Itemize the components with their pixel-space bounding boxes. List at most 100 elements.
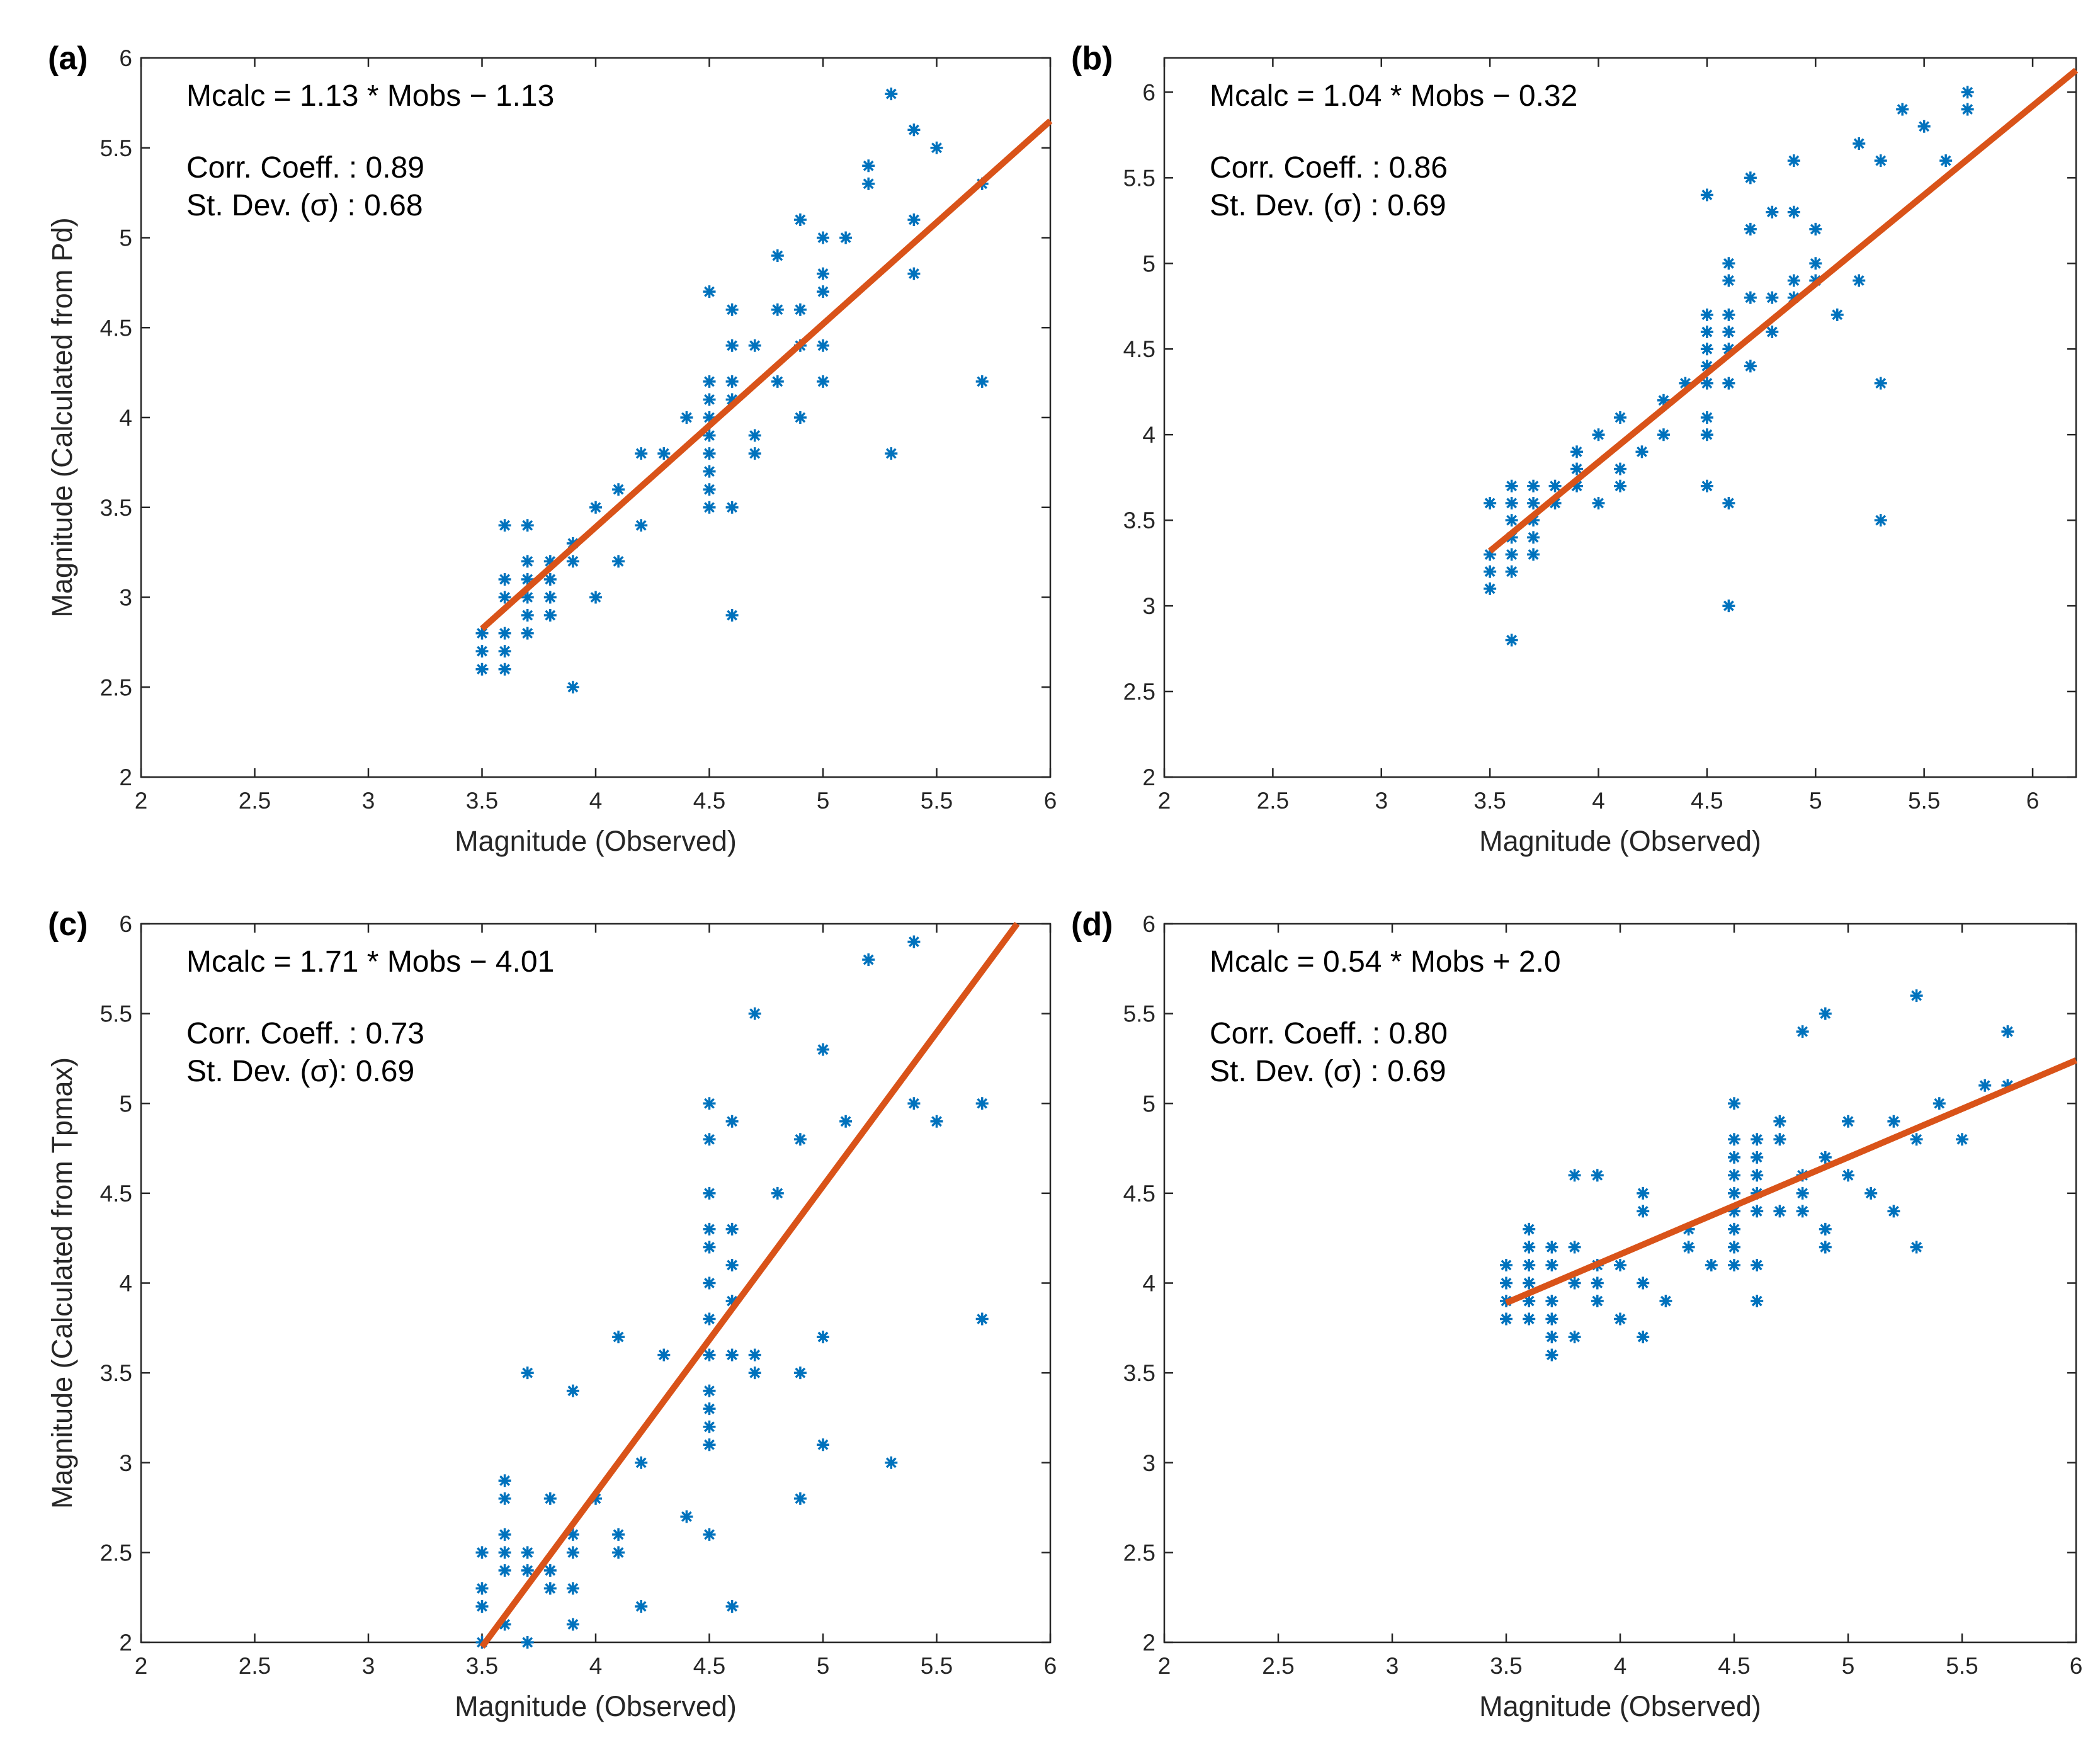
data-point: [1796, 1205, 1809, 1218]
data-point: [703, 393, 716, 406]
data-point: [1939, 154, 1953, 168]
x-tick-label: 3: [1375, 788, 1388, 814]
x-tick-label: 4.5: [693, 1653, 725, 1679]
data-point: [1659, 1295, 1672, 1308]
data-point: [817, 1438, 829, 1452]
data-point: [1728, 1133, 1740, 1146]
data-point: [680, 411, 693, 424]
data-point: [589, 1492, 602, 1505]
data-point: [703, 1402, 716, 1416]
data-point: [1568, 1276, 1581, 1290]
data-point: [521, 591, 534, 604]
data-point: [771, 249, 784, 263]
data-point: [1722, 274, 1735, 287]
data-point: [1722, 257, 1735, 270]
data-point: [1728, 1186, 1740, 1200]
data-point: [566, 1384, 579, 1397]
x-tick-label: 2.5: [1262, 1653, 1294, 1679]
st-dev-text: St. Dev. (σ) : 0.68: [186, 189, 423, 222]
data-point: [680, 1510, 693, 1523]
data-point: [839, 1115, 853, 1128]
data-point: [1700, 308, 1713, 321]
data-point: [1523, 1258, 1536, 1271]
data-point: [1864, 1186, 1878, 1200]
data-point: [1635, 445, 1649, 458]
x-tick-label: 3.5: [1490, 1653, 1522, 1679]
data-point: [498, 1528, 511, 1541]
data-point: [1819, 1007, 1832, 1020]
data-point: [1751, 1169, 1764, 1182]
st-dev-text: St. Dev. (σ) : 0.69: [1210, 189, 1446, 222]
data-point: [839, 231, 853, 244]
data-point: [566, 555, 579, 568]
data-point: [725, 1295, 739, 1308]
data-point: [1728, 1205, 1740, 1218]
data-point: [1592, 428, 1605, 441]
data-point: [543, 609, 557, 622]
equation-text: Mcalc = 1.04 * Mobs − 0.32: [1210, 79, 1577, 113]
data-point: [1910, 1133, 1923, 1146]
data-point: [521, 555, 534, 568]
data-point: [793, 411, 807, 424]
data-point: [703, 1420, 716, 1433]
data-point: [703, 1384, 716, 1397]
x-tick-label: 2: [1158, 788, 1171, 814]
y-tick-label: 2.5: [1123, 679, 1155, 705]
data-point: [1545, 1241, 1558, 1254]
x-tick-label: 5.5: [921, 1653, 953, 1679]
data-point: [1809, 222, 1822, 236]
data-point: [748, 339, 761, 352]
y-tick-label: 3: [119, 1450, 132, 1476]
panel-label: (b): [1071, 40, 1113, 77]
x-tick-label: 2: [1158, 1653, 1171, 1679]
data-point: [1842, 1169, 1854, 1182]
data-point: [612, 1528, 625, 1541]
data-point: [1744, 171, 1757, 185]
data-point: [725, 1258, 739, 1271]
panel-c: 2 2.5 3 3.5 4 4.5 5 5.5 6 2 2.5 3 3.5 4 4.5 5 5.5 6 Mcalc …: [46, 906, 1057, 1722]
data-point: [498, 1474, 511, 1487]
data-point: [521, 572, 534, 586]
data-point: [1773, 1205, 1786, 1218]
data-point: [907, 1097, 921, 1110]
x-tick-label: 5: [1809, 788, 1822, 814]
data-point: [1874, 154, 1887, 168]
panel-d: 2 2.5 3 3.5 4 4.5 5 5.5 6 2 2.5 3 3.5 4 4.5 5 5.5 6 Mcalc …: [1071, 906, 2082, 1722]
data-point: [1637, 1205, 1650, 1218]
data-point: [703, 465, 716, 478]
data-point: [612, 1546, 625, 1559]
data-point: [1637, 1276, 1650, 1290]
data-point: [1657, 428, 1670, 441]
data-point: [635, 447, 648, 460]
y-tick-label: 4.5: [1123, 336, 1155, 362]
data-point: [1751, 1205, 1764, 1218]
data-point: [1853, 274, 1866, 287]
equation-text: Mcalc = 0.54 * Mobs + 2.0: [1210, 945, 1561, 979]
data-point: [930, 141, 943, 154]
data-point: [1956, 1133, 1968, 1146]
data-point: [1887, 1115, 1900, 1128]
data-point: [1744, 360, 1757, 373]
data-point: [1744, 222, 1757, 236]
data-point: [703, 447, 716, 460]
x-tick-label: 3.5: [466, 788, 498, 814]
data-point: [725, 303, 739, 316]
data-point: [1505, 548, 1518, 561]
data-point: [1961, 86, 1974, 99]
data-point: [1773, 1115, 1786, 1128]
x-tick-label: 5.5: [1908, 788, 1940, 814]
data-point: [1722, 496, 1735, 509]
x-tick-label: 3: [362, 788, 375, 814]
data-point: [635, 1599, 648, 1613]
data-point: [498, 591, 511, 604]
x-tick-label: 2.5: [239, 788, 271, 814]
panel-label: (d): [1071, 906, 1113, 943]
data-point: [543, 1582, 557, 1595]
data-point: [725, 375, 739, 388]
data-point: [498, 627, 511, 640]
data-point: [1505, 531, 1518, 544]
data-point: [703, 429, 716, 442]
data-point: [703, 1348, 716, 1361]
x-tick-label: 2.5: [239, 1653, 271, 1679]
